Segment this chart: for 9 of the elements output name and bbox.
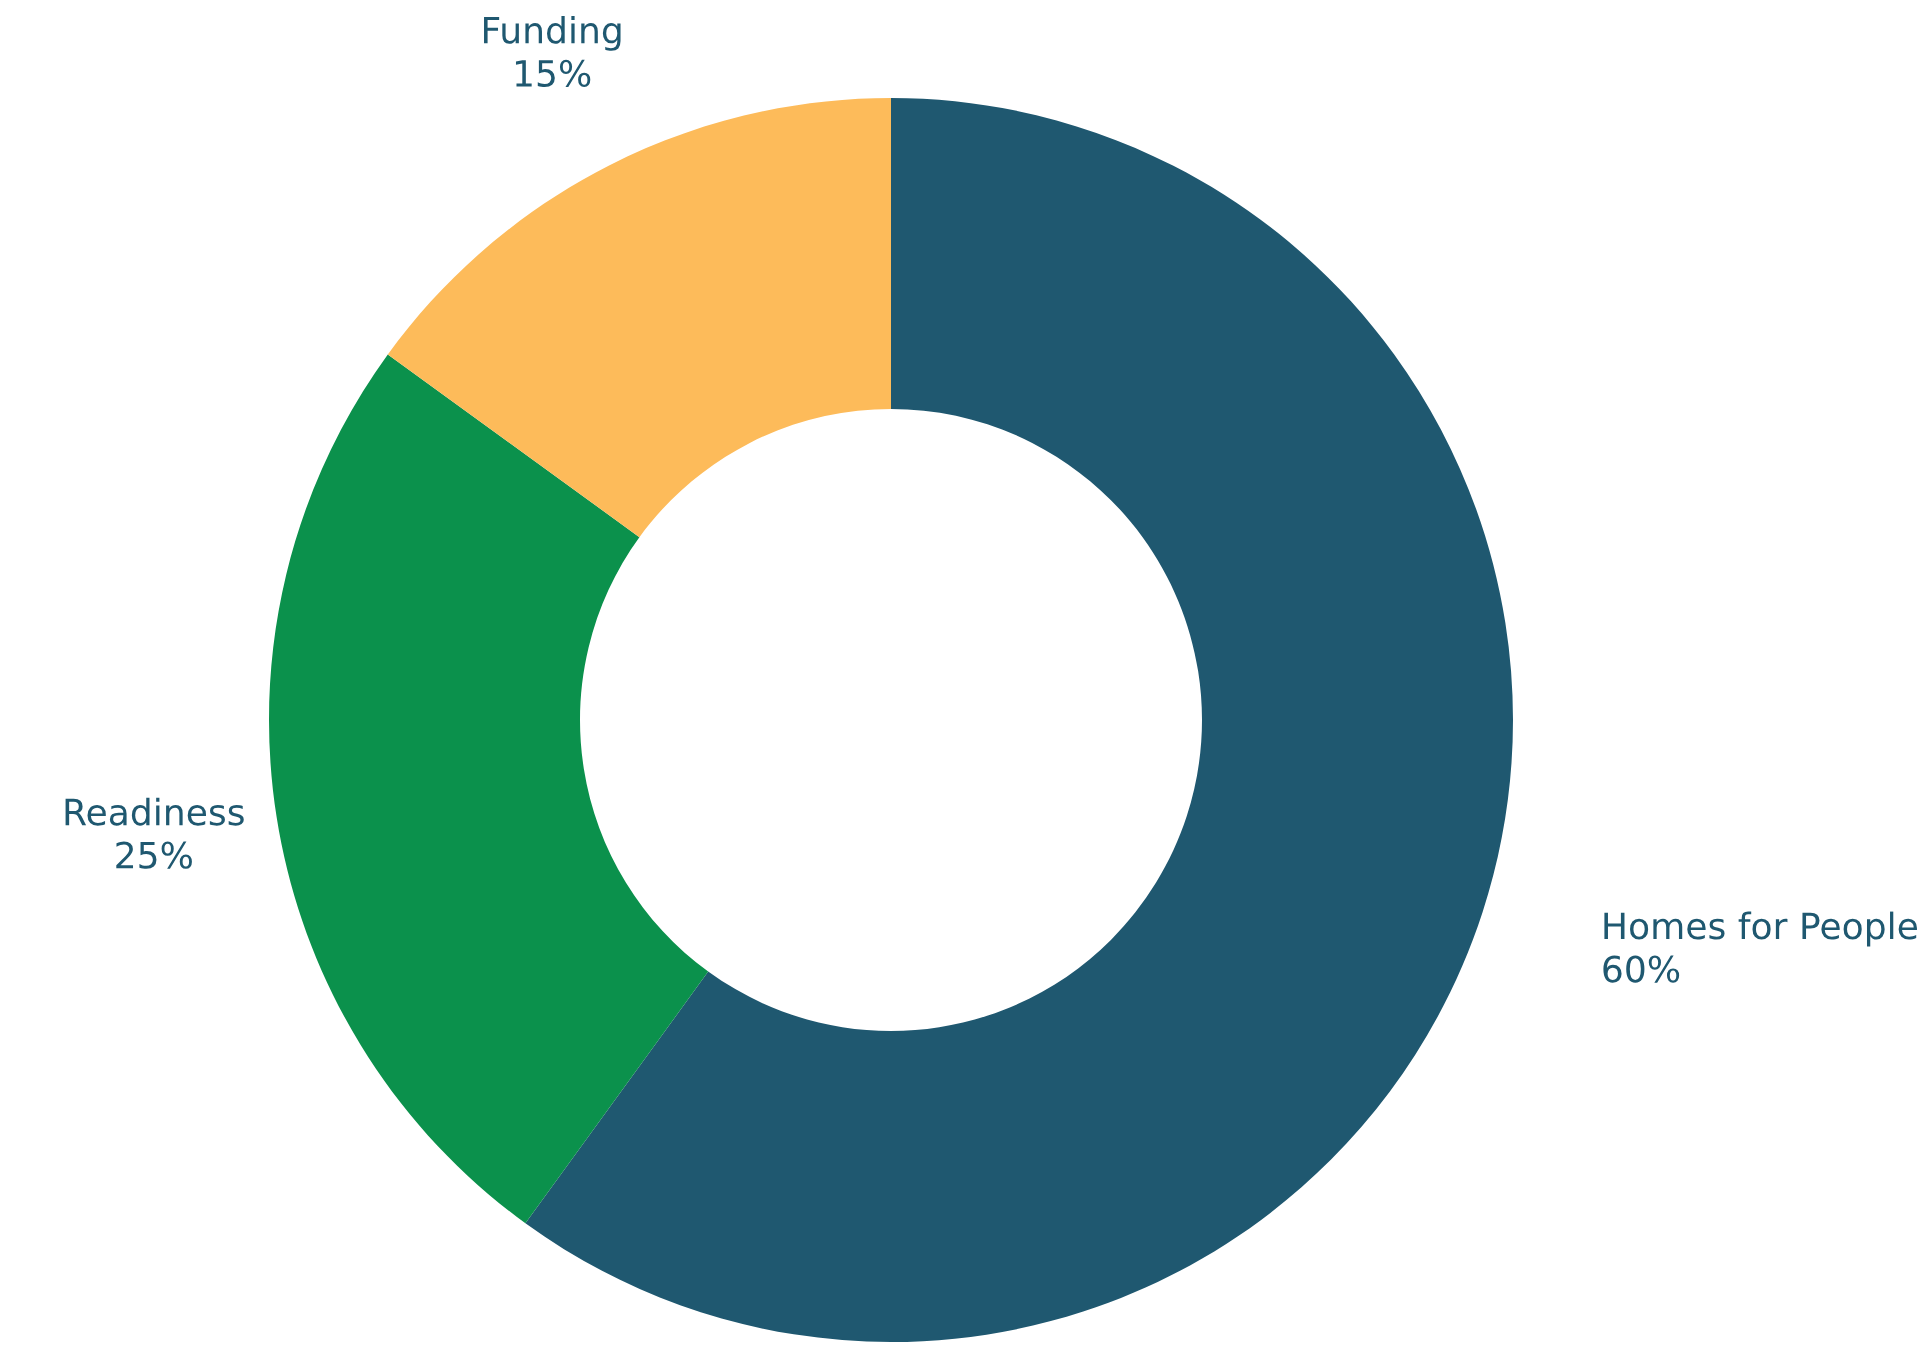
donut-slice [387,98,891,538]
slice-label: Readiness [65,797,244,826]
data-label: 60% [1603,955,1680,983]
donut-slice [269,354,709,1224]
slice-label: Funding [484,15,621,51]
data-label: 25% [116,841,192,869]
donut-slice [525,98,1513,1342]
slice-label: Homes for People [1604,911,1917,947]
data-label: 15% [515,59,591,88]
